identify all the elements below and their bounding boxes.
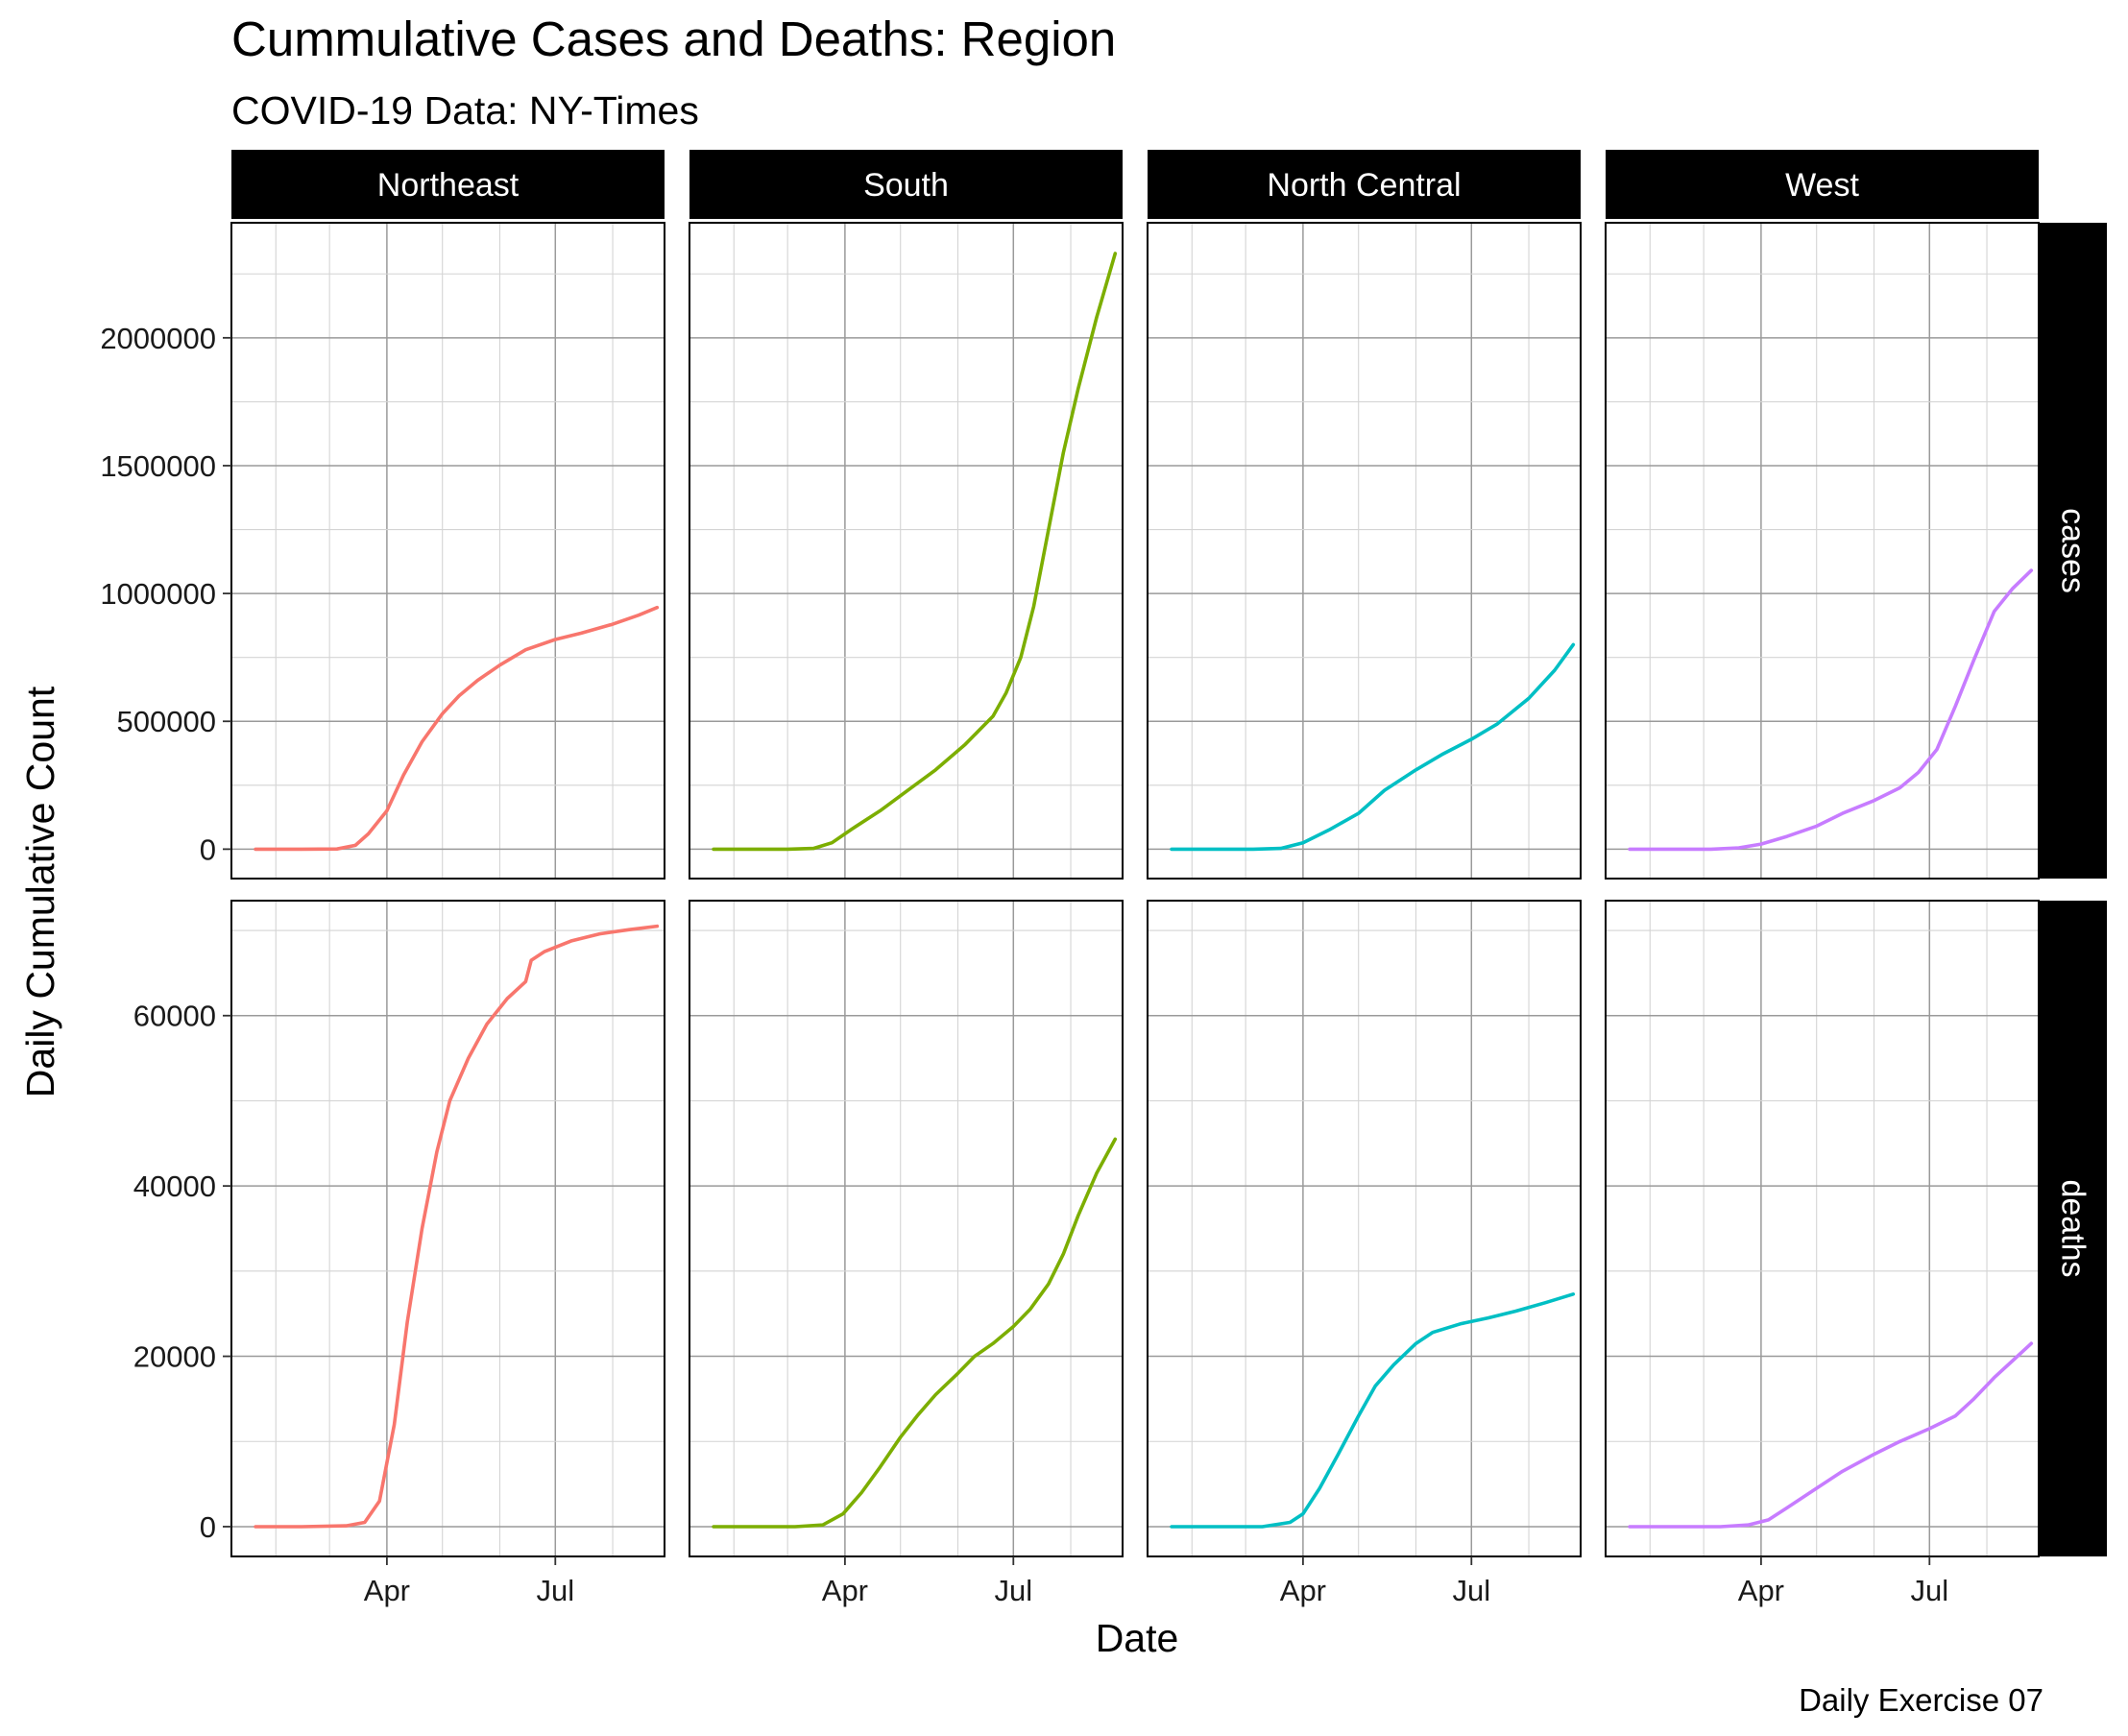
panel-background xyxy=(1148,901,1581,1556)
panel-background xyxy=(689,223,1123,879)
y-tick-label: 60000 xyxy=(133,1000,216,1033)
chart-subtitle: COVID-19 Data: NY-Times xyxy=(231,88,699,133)
facet-strip-label: North Central xyxy=(1267,167,1461,204)
series-line-north-central-deaths xyxy=(1170,1292,1576,1529)
facet-strip-deaths xyxy=(2039,901,2107,1556)
series-line-west-cases xyxy=(1628,568,2034,852)
x-tick-label: Apr xyxy=(1738,1574,1784,1607)
panel-background xyxy=(1148,223,1581,879)
panel-north-central-deaths xyxy=(1147,900,1582,1557)
y-tick-label: 500000 xyxy=(117,705,216,738)
series-line-northeast-cases xyxy=(254,605,660,852)
x-tick-label: Jul xyxy=(536,1574,574,1607)
facet-strip-cases xyxy=(2039,223,2107,879)
panel-west-deaths xyxy=(1605,900,2040,1557)
x-tick-label: Jul xyxy=(1910,1574,1948,1607)
panel-background xyxy=(1606,223,2039,879)
panel-border xyxy=(230,900,665,1557)
panel-background xyxy=(1606,901,2039,1556)
panel-border xyxy=(1147,222,1582,880)
y-tick-label: 1500000 xyxy=(100,449,216,483)
series-line-north-central-cases xyxy=(1170,642,1576,852)
series-line-west-deaths xyxy=(1628,1341,2034,1529)
facet-strip-north-central xyxy=(1148,150,1581,219)
facet-strip-label: deaths xyxy=(2055,1179,2092,1277)
y-tick-label: 0 xyxy=(200,832,216,866)
facet-strip-south xyxy=(689,150,1123,219)
facet-strip-label: West xyxy=(1785,167,1859,204)
panel-south-deaths xyxy=(689,900,1124,1557)
facet-strip-label: cases xyxy=(2055,508,2092,593)
x-tick-label: Apr xyxy=(1280,1574,1326,1607)
series-line-south-deaths xyxy=(712,1137,1118,1529)
panel-northeast-deaths xyxy=(230,900,665,1557)
y-axis-title: Daily Cumulative Count xyxy=(18,686,62,1097)
panel-west-cases xyxy=(1605,222,2040,880)
y-tick-label: 20000 xyxy=(133,1340,216,1374)
y-tick-label: 1000000 xyxy=(100,577,216,611)
y-tick-label: 2000000 xyxy=(100,322,216,355)
panel-north-central-cases xyxy=(1147,222,1582,880)
panel-northeast-cases xyxy=(230,222,665,880)
panel-border xyxy=(230,222,665,880)
x-tick-label: Apr xyxy=(822,1574,868,1607)
panel-south-cases xyxy=(689,222,1124,880)
x-tick-label: Jul xyxy=(1452,1574,1490,1607)
series-line-northeast-deaths xyxy=(254,924,660,1529)
x-tick-label: Apr xyxy=(364,1574,410,1607)
x-tick-label: Jul xyxy=(994,1574,1032,1607)
chart-title: Cummulative Cases and Deaths: Region xyxy=(231,12,1116,66)
panel-background xyxy=(689,901,1123,1556)
facet-strip-label: South xyxy=(863,167,949,204)
x-axis-title: Date xyxy=(1096,1616,1179,1660)
y-tick-label: 40000 xyxy=(133,1169,216,1203)
panel-background xyxy=(231,901,665,1556)
y-tick-label: 0 xyxy=(200,1510,216,1544)
chart-caption: Daily Exercise 07 xyxy=(1799,1682,2043,1718)
panel-border xyxy=(1147,900,1582,1557)
facet-strip-west xyxy=(1606,150,2039,219)
panel-border xyxy=(689,900,1124,1557)
facet-strip-northeast xyxy=(231,150,665,219)
panel-background xyxy=(231,223,665,879)
panel-grid: Northeast 0 500000 1000000 1500000 2000000 0 20… xyxy=(100,150,2107,1607)
series-line-south-cases xyxy=(712,252,1118,852)
panel-border xyxy=(689,222,1124,880)
facet-strip-label: Northeast xyxy=(377,167,520,204)
